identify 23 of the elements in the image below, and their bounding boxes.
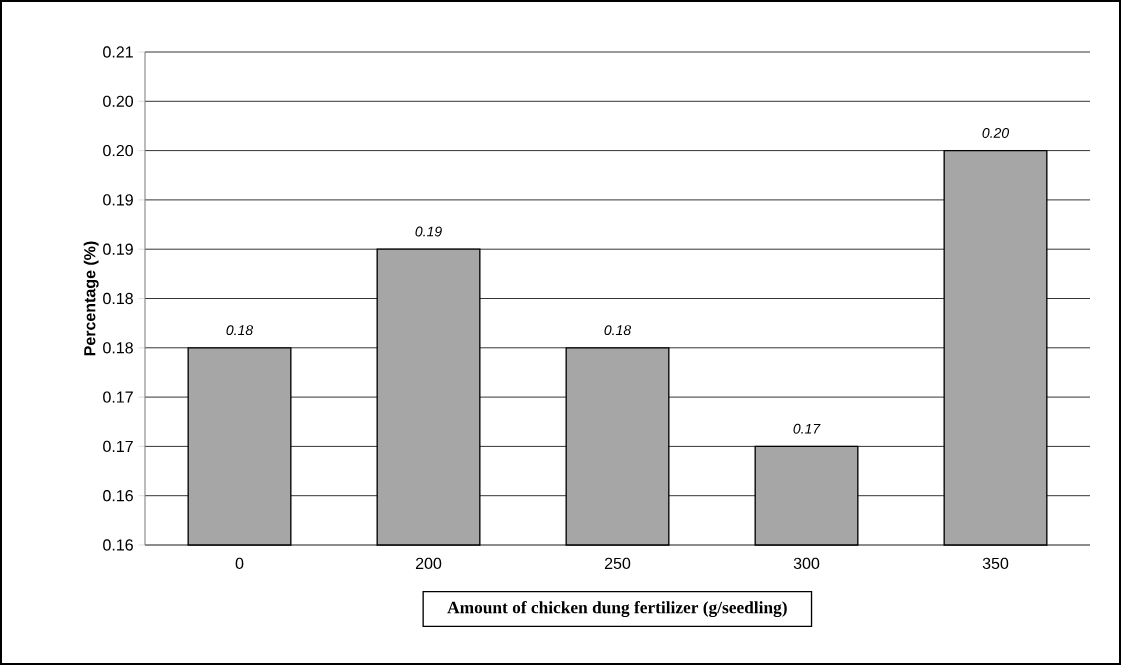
y-tick-label: 0.16 [103,539,133,551]
y-tick-label: 0.19 [103,194,133,206]
data-label: 0.18 [604,325,632,336]
y-tick-label: 0.18 [103,342,133,354]
x-tick-label: 250 [604,557,631,570]
y-tick-label: 0.21 [103,46,133,58]
data-label: 0.18 [226,325,254,336]
x-tick-label: 200 [415,557,442,570]
y-tick-label: 0.20 [103,95,133,107]
y-tick-label: 0.17 [103,440,133,453]
x-tick-label: 350 [982,557,1009,570]
y-tick-label: 0.19 [103,243,133,255]
y-tick-label: 0.17 [103,391,133,403]
x-axis-title: Amount of chicken dung fertilizer (g/seedling) [447,600,787,618]
data-label: 0.17 [793,423,821,434]
x-tick-label: 300 [793,557,820,570]
y-tick-label: 0.16 [103,490,133,502]
x-tick-label: 0 [235,557,244,570]
y-axis-title: Percentage (%) [83,241,99,356]
data-label: 0.20 [982,127,1010,138]
data-label: 0.19 [415,226,442,237]
y-tick-label: 0.20 [103,144,133,157]
y-tick-label: 0.18 [103,292,133,305]
